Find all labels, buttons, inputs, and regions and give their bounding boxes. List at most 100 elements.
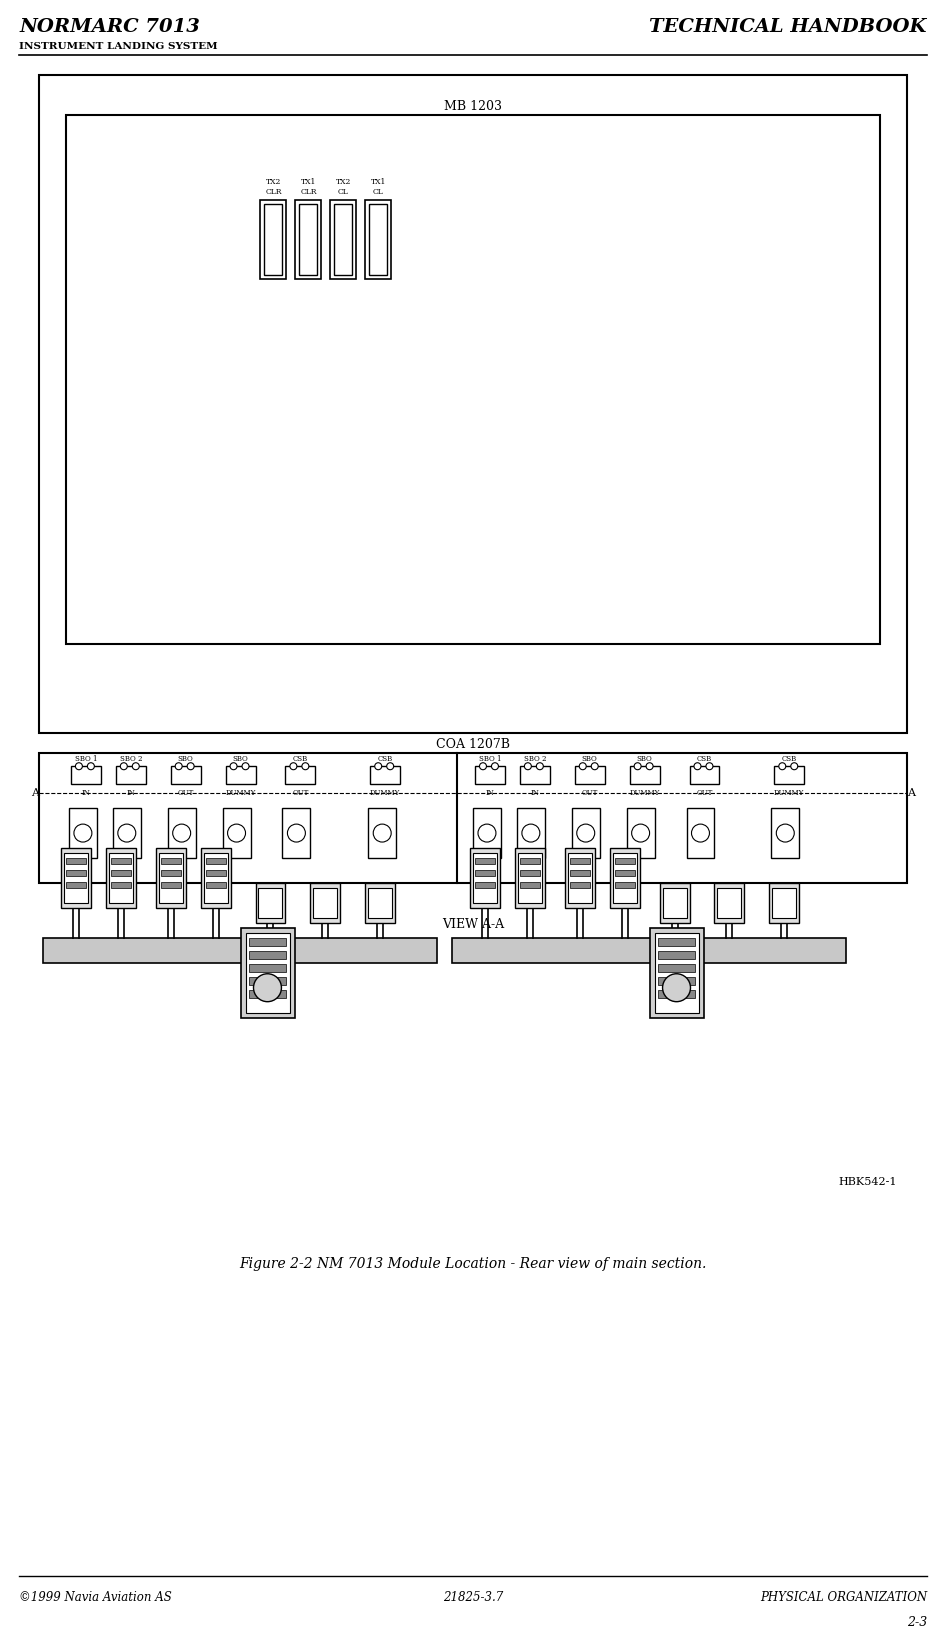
Bar <box>66 858 86 863</box>
Text: SBO 1: SBO 1 <box>479 756 501 764</box>
Bar <box>61 849 91 907</box>
Bar <box>650 929 705 1018</box>
Text: TECHNICAL HANDBOOK: TECHNICAL HANDBOOK <box>650 18 927 36</box>
Text: TX1: TX1 <box>301 178 316 186</box>
Bar <box>113 808 141 858</box>
Circle shape <box>791 762 797 770</box>
Bar <box>775 767 804 785</box>
Bar <box>771 808 799 858</box>
Circle shape <box>254 974 282 1002</box>
Bar <box>475 881 495 888</box>
Text: PHYSICAL ORGANIZATION: PHYSICAL ORGANIZATION <box>760 1591 927 1604</box>
Bar <box>657 965 695 971</box>
Bar <box>368 808 396 858</box>
Text: 2-3: 2-3 <box>906 1616 927 1629</box>
Circle shape <box>706 762 713 770</box>
Circle shape <box>591 762 598 770</box>
Bar <box>655 934 699 1013</box>
Bar <box>657 976 695 984</box>
Text: IN: IN <box>81 790 90 796</box>
Bar <box>111 881 131 888</box>
Text: CL: CL <box>373 188 383 196</box>
Circle shape <box>662 974 691 1002</box>
Circle shape <box>387 762 394 770</box>
Circle shape <box>692 824 710 842</box>
Text: OUT: OUT <box>178 790 194 796</box>
Text: DUMMY: DUMMY <box>774 790 804 796</box>
Bar <box>571 808 600 858</box>
Bar <box>687 808 714 858</box>
Text: CL: CL <box>338 188 349 196</box>
Text: SBO 2: SBO 2 <box>119 756 142 764</box>
Bar <box>630 767 659 785</box>
Circle shape <box>302 762 309 770</box>
Circle shape <box>694 762 701 770</box>
Bar <box>161 870 181 876</box>
Text: A: A <box>907 788 915 798</box>
Bar <box>569 858 589 863</box>
Text: SBO: SBO <box>582 756 598 764</box>
Text: ©1999 Navia Aviation AS: ©1999 Navia Aviation AS <box>19 1591 172 1604</box>
Bar <box>452 938 846 963</box>
Circle shape <box>536 762 543 770</box>
Bar <box>111 858 131 863</box>
Bar <box>520 870 540 876</box>
Circle shape <box>579 762 587 770</box>
Text: MB 1203: MB 1203 <box>444 100 502 113</box>
Circle shape <box>118 824 136 842</box>
Text: CSB: CSB <box>377 756 393 764</box>
Circle shape <box>779 762 786 770</box>
Bar <box>205 881 225 888</box>
Bar <box>225 767 255 785</box>
Circle shape <box>577 824 595 842</box>
Bar <box>615 881 635 888</box>
Bar <box>161 858 181 863</box>
Bar <box>470 849 499 907</box>
Bar <box>161 881 181 888</box>
Circle shape <box>74 824 92 842</box>
Text: OUT: OUT <box>696 790 712 796</box>
Text: SBO 1: SBO 1 <box>75 756 97 764</box>
Text: CSB: CSB <box>697 756 712 764</box>
Bar <box>205 870 225 876</box>
Bar <box>475 767 505 785</box>
Bar <box>109 854 132 902</box>
Bar <box>365 883 395 922</box>
Bar <box>615 858 635 863</box>
Bar <box>473 808 501 858</box>
Bar <box>265 204 283 276</box>
Bar <box>690 767 719 785</box>
Bar <box>106 849 136 907</box>
Bar <box>283 808 310 858</box>
Circle shape <box>492 762 499 770</box>
Circle shape <box>228 824 246 842</box>
Bar <box>156 849 185 907</box>
Bar <box>475 870 495 876</box>
Text: NORMARC 7013: NORMARC 7013 <box>19 18 200 36</box>
Bar <box>205 858 225 863</box>
Bar <box>520 858 540 863</box>
Bar <box>517 808 545 858</box>
Bar <box>473 854 497 902</box>
Bar <box>71 767 101 785</box>
Text: SBO: SBO <box>178 756 194 764</box>
Bar <box>286 767 315 785</box>
Text: CSB: CSB <box>781 756 797 764</box>
Text: VIEW A-A: VIEW A-A <box>442 917 504 930</box>
Bar <box>657 951 695 958</box>
Bar <box>167 808 196 858</box>
Circle shape <box>646 762 653 770</box>
Bar <box>255 883 286 922</box>
Bar <box>517 854 542 902</box>
Bar <box>246 934 290 1013</box>
Circle shape <box>522 824 540 842</box>
Bar <box>520 881 540 888</box>
Bar <box>613 854 637 902</box>
Circle shape <box>524 762 532 770</box>
Circle shape <box>288 824 306 842</box>
Bar <box>111 870 131 876</box>
Bar <box>626 808 655 858</box>
Bar <box>69 808 96 858</box>
Bar <box>370 767 400 785</box>
Bar <box>569 870 589 876</box>
